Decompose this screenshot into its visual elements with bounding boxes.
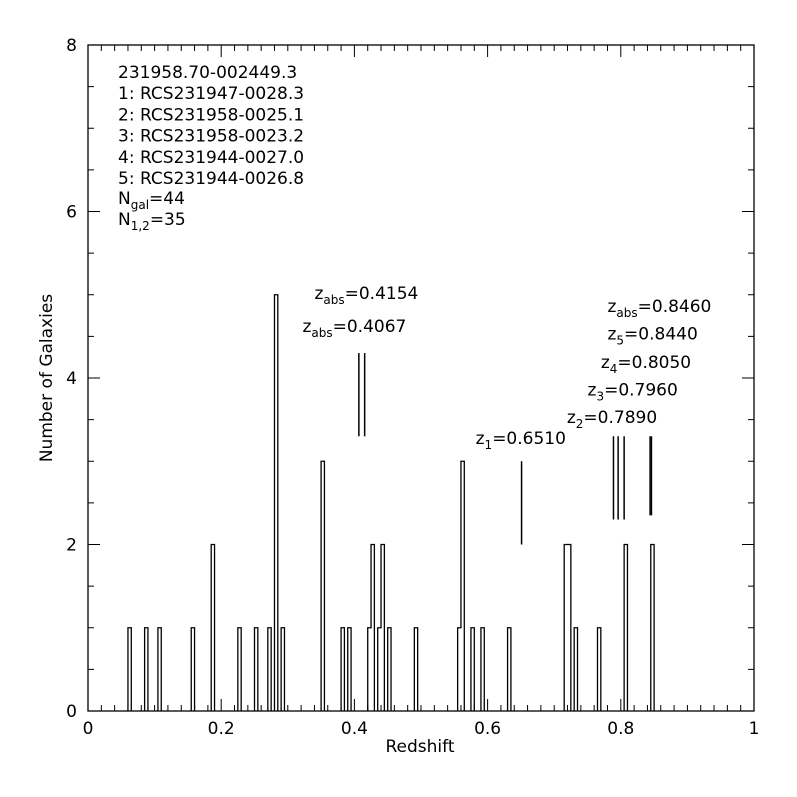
redshift-label: zabs=0.4154 [314,284,418,307]
redshift-labels: zabs=0.4154 zabs=0.4067 zabs=0.8460 z5=0.84… [302,284,711,452]
x-tick-label: 1 [749,719,760,739]
cluster-info-text: 231958.70-002449.31: RCS231947-0028.32: … [118,63,304,233]
x-axis-label: Redshift [385,737,454,757]
cluster-info-line: 3: RCS231958-0023.2 [118,127,304,147]
cluster-info-line: 4: RCS231944-0027.0 [118,148,304,168]
x-tick-label: 0.6 [474,719,501,739]
redshift-label: z4=0.8050 [601,353,691,376]
x-tick-label: 0.8 [607,719,634,739]
cluster-info-line: 5: RCS231944-0026.8 [118,169,304,189]
y-tick-label: 2 [66,536,77,556]
redshift-markers [358,353,653,545]
y-axis-label: Number of Galaxies [37,294,57,462]
histogram-step-line [127,294,655,711]
axis-ticks [87,44,755,712]
cluster-info-line: 2: RCS231958-0025.1 [118,105,304,125]
y-tick-label: 4 [66,369,77,389]
cluster-info-line: 231958.70-002449.3 [118,63,297,83]
redshift-label: zabs=0.8460 [607,297,711,320]
redshift-label: z1=0.6510 [476,429,566,452]
y-tick-label: 6 [66,203,77,223]
y-tick-label: 8 [66,36,77,56]
axis-tick-labels: 0 0.2 0.4 0.6 0.8 1 0 2 4 6 8 [66,36,759,739]
x-tick-label: 0.4 [341,719,368,739]
galaxy-count-label: Ngal=44 [118,189,185,212]
redshift-label: z3=0.7960 [588,380,678,403]
y-tick-label: 0 [66,702,77,722]
redshift-label: zabs=0.4067 [302,317,406,340]
galaxy-count-label: N1,2=35 [118,210,186,233]
x-tick-label: 0.2 [208,719,235,739]
redshift-label: z2=0.7890 [567,408,657,431]
cluster-info-line: 1: RCS231947-0028.3 [118,84,304,104]
x-tick-label: 0 [83,719,94,739]
redshift-label: z5=0.8440 [607,325,697,348]
